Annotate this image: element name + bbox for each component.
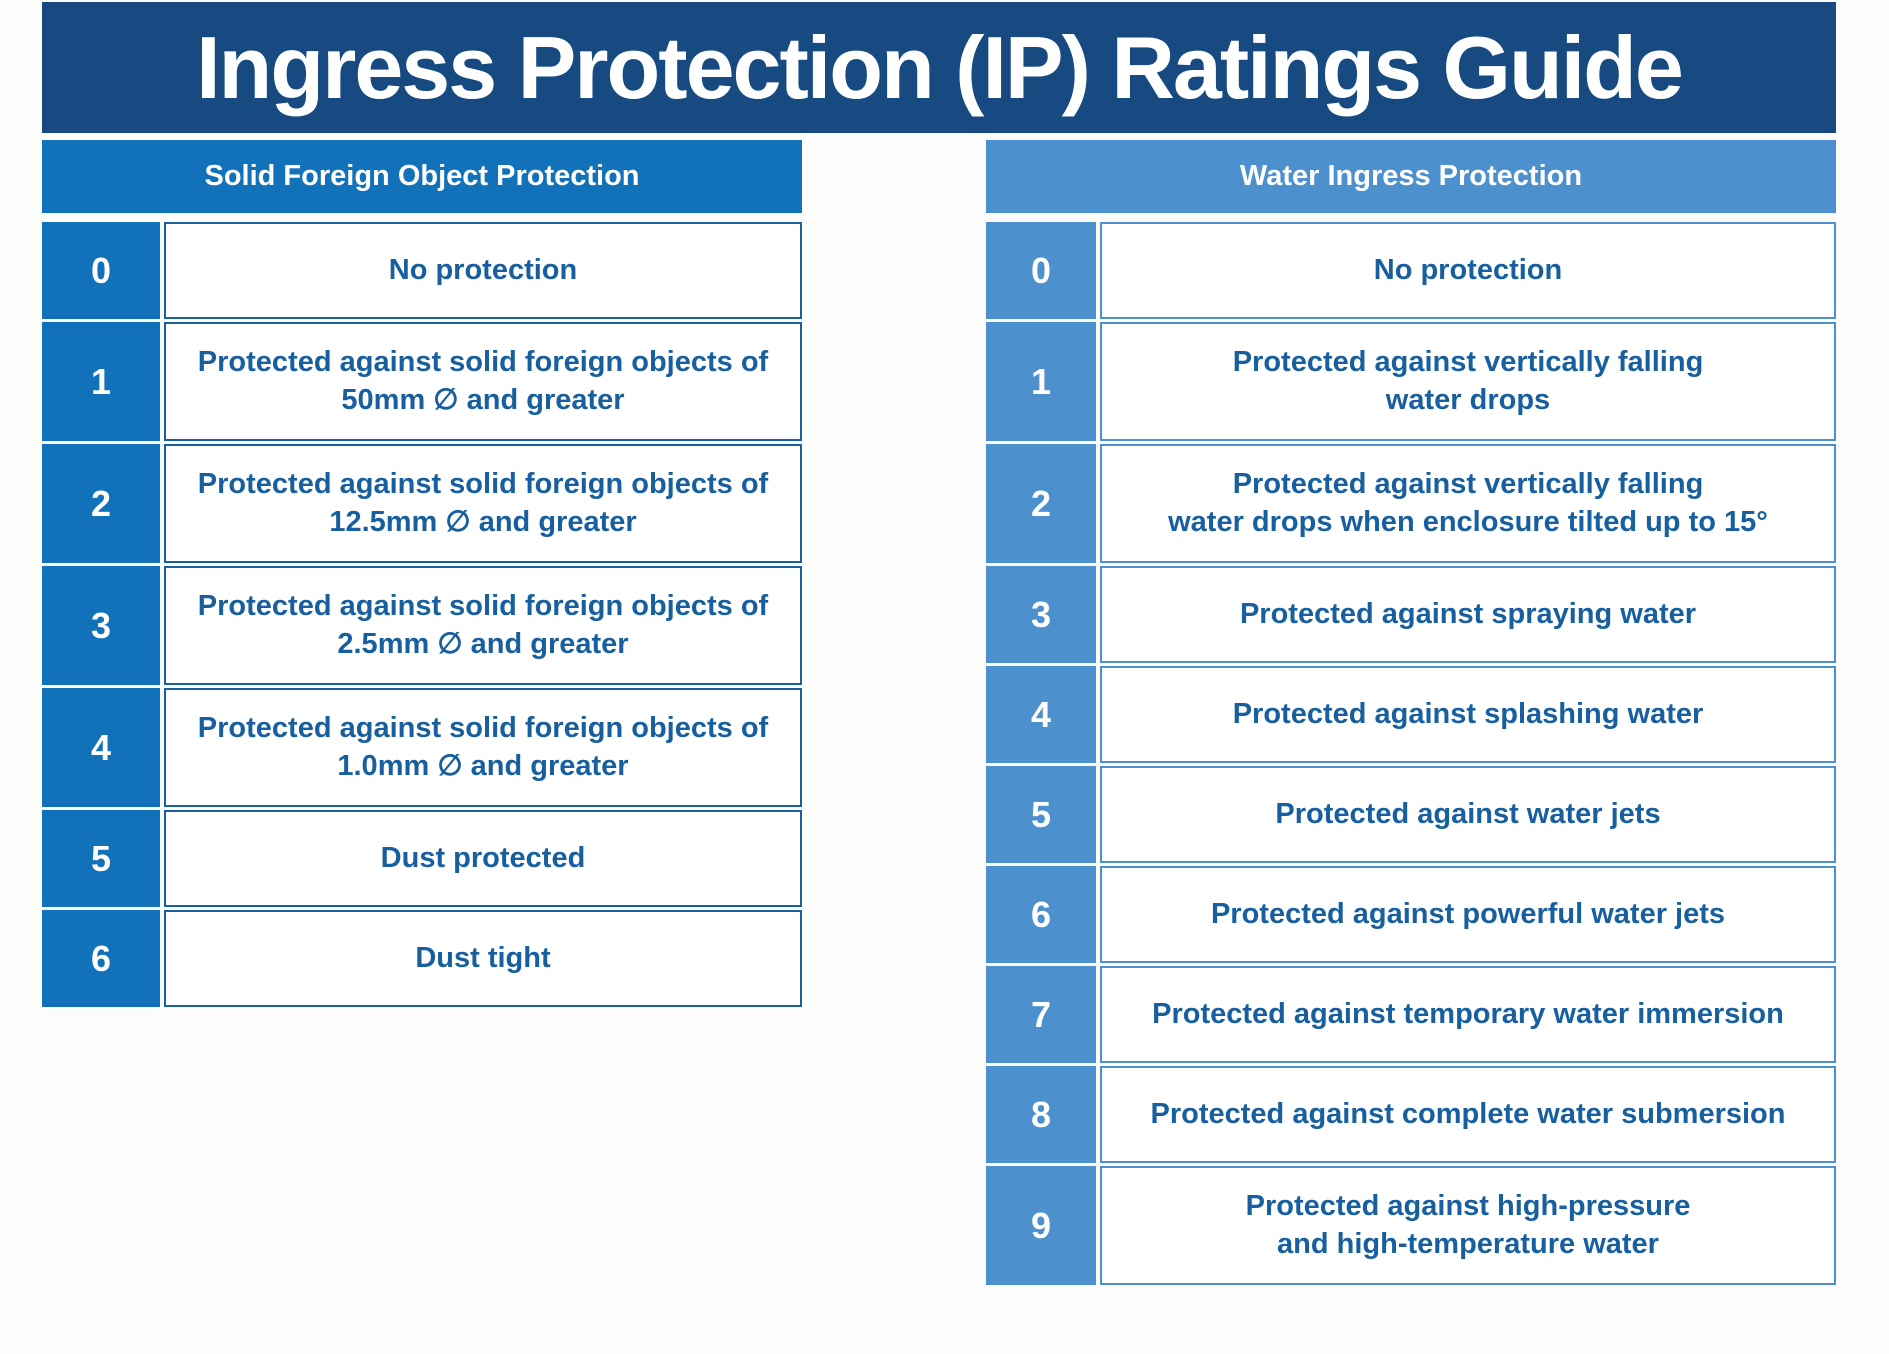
table-row: 2 Protected against solid foreign object… [42, 444, 802, 563]
rating-number-cell: 6 [986, 866, 1096, 963]
table-row: 3 Protected against spraying water [986, 566, 1836, 663]
table-row: 3 Protected against solid foreign object… [42, 566, 802, 685]
page-title: Ingress Protection (IP) Ratings Guide [42, 2, 1836, 133]
table-row: 5 Protected against water jets [986, 766, 1836, 863]
rating-number-cell: 3 [42, 566, 160, 685]
rating-description-cell: Protected against spraying water [1100, 566, 1836, 663]
rating-description-cell: Protected against vertically falling wat… [1100, 444, 1836, 563]
table-row: 9 Protected against high-pressure and hi… [986, 1166, 1836, 1285]
water-table-rows: 0 No protection 1 Protected against vert… [986, 222, 1836, 1285]
table-row: 1 Protected against solid foreign object… [42, 322, 802, 441]
table-row: 1 Protected against vertically falling w… [986, 322, 1836, 441]
rating-number-cell: 4 [42, 688, 160, 807]
table-row: 0 No protection [986, 222, 1836, 319]
rating-number-cell: 6 [42, 910, 160, 1007]
rating-description-cell: Protected against complete water submers… [1100, 1066, 1836, 1163]
rating-number-cell: 5 [986, 766, 1096, 863]
rating-description-cell: Protected against high-pressure and high… [1100, 1166, 1836, 1285]
rating-number-cell: 8 [986, 1066, 1096, 1163]
rating-description-cell: Protected against temporary water immers… [1100, 966, 1836, 1063]
rating-description-cell: No protection [1100, 222, 1836, 319]
solid-object-protection-table: Solid Foreign Object Protection 0 No pro… [42, 140, 802, 1007]
rating-description-cell: Dust protected [164, 810, 802, 907]
rating-number-cell: 3 [986, 566, 1096, 663]
table-row: 2 Protected against vertically falling w… [986, 444, 1836, 563]
rating-description-cell: Protected against solid foreign objects … [164, 566, 802, 685]
rating-number-cell: 2 [986, 444, 1096, 563]
table-row: 4 Protected against solid foreign object… [42, 688, 802, 807]
rating-number-cell: 2 [42, 444, 160, 563]
rating-description-cell: Protected against splashing water [1100, 666, 1836, 763]
rating-number-cell: 9 [986, 1166, 1096, 1285]
rating-number-cell: 4 [986, 666, 1096, 763]
rating-description-cell: Protected against powerful water jets [1100, 866, 1836, 963]
rating-description-cell: Protected against solid foreign objects … [164, 688, 802, 807]
rating-number-cell: 5 [42, 810, 160, 907]
table-row: 0 No protection [42, 222, 802, 319]
rating-number-cell: 0 [986, 222, 1096, 319]
rating-description-cell: Protected against vertically falling wat… [1100, 322, 1836, 441]
rating-number-cell: 0 [42, 222, 160, 319]
table-row: 6 Dust tight [42, 910, 802, 1007]
rating-description-cell: Protected against solid foreign objects … [164, 444, 802, 563]
table-row: 5 Dust protected [42, 810, 802, 907]
table-row: 6 Protected against powerful water jets [986, 866, 1836, 963]
rating-description-cell: Dust tight [164, 910, 802, 1007]
solid-table-header: Solid Foreign Object Protection [42, 140, 802, 213]
solid-table-rows: 0 No protection 1 Protected against soli… [42, 222, 802, 1007]
water-table-header: Water Ingress Protection [986, 140, 1836, 213]
table-row: 7 Protected against temporary water imme… [986, 966, 1836, 1063]
rating-number-cell: 7 [986, 966, 1096, 1063]
rating-number-cell: 1 [42, 322, 160, 441]
rating-description-cell: Protected against water jets [1100, 766, 1836, 863]
water-ingress-protection-table: Water Ingress Protection 0 No protection… [986, 140, 1836, 1285]
table-row: 8 Protected against complete water subme… [986, 1066, 1836, 1163]
rating-description-cell: Protected against solid foreign objects … [164, 322, 802, 441]
rating-description-cell: No protection [164, 222, 802, 319]
table-row: 4 Protected against splashing water [986, 666, 1836, 763]
rating-number-cell: 1 [986, 322, 1096, 441]
